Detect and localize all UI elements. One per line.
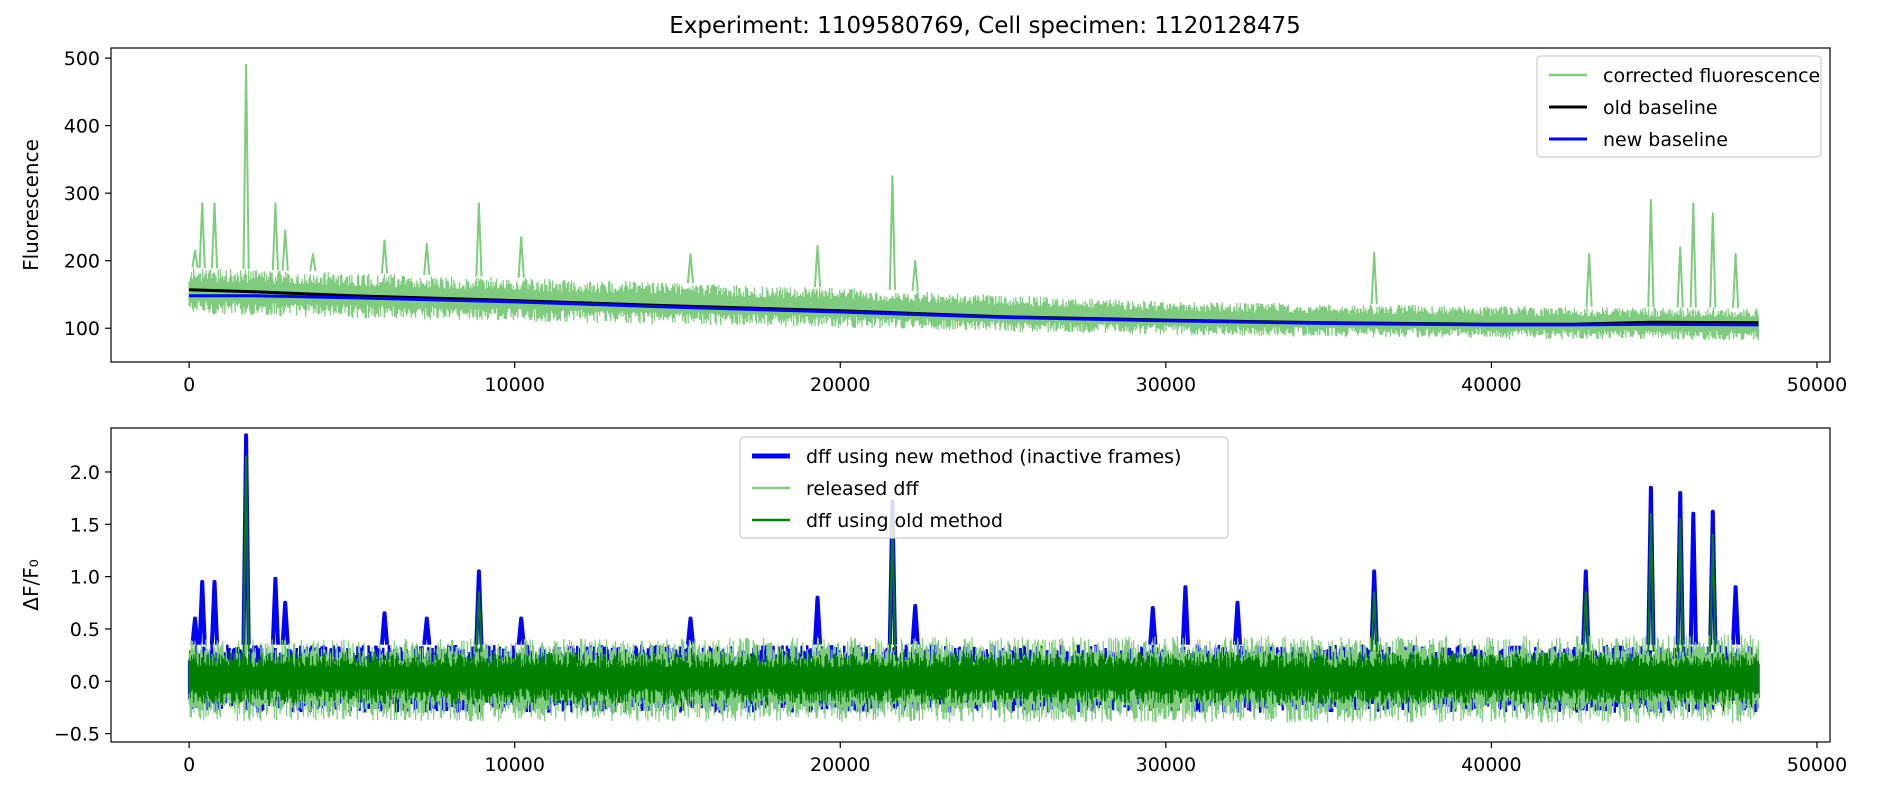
peak-6 xyxy=(475,591,483,653)
x-tick-label: 10000 xyxy=(484,754,544,776)
series-new-baseline xyxy=(189,294,1759,327)
peak-22 xyxy=(1688,511,1698,645)
peak-11 xyxy=(685,616,696,645)
peak-8 xyxy=(380,239,389,274)
peak-5 xyxy=(1709,533,1717,653)
x-tick-label: 20000 xyxy=(810,754,870,776)
legend-box xyxy=(739,436,1229,539)
y-tick-label: 1.0 xyxy=(70,567,100,589)
series-dff-using-old-method xyxy=(188,455,1759,705)
axes-frame xyxy=(110,47,1831,363)
peak-3 xyxy=(209,579,220,645)
peak-2 xyxy=(198,202,206,268)
x-tick-label: 0 xyxy=(183,754,195,776)
peak-15 xyxy=(1148,606,1158,645)
y-axis-label: ΔF/F₀ xyxy=(19,559,43,610)
peak-20 xyxy=(1689,202,1697,308)
y-tick-label: 100 xyxy=(64,318,100,340)
x-tick-label: 50000 xyxy=(1787,374,1847,396)
peak-22 xyxy=(1732,253,1740,308)
chart-panel-1: 0 10000 20000 30000 40000 50000 100 200 300 400 50… xyxy=(19,47,1847,396)
peak-1 xyxy=(242,455,250,653)
legend: corrected fluorescence old baseline new ba… xyxy=(1536,55,1822,158)
peak-21 xyxy=(1709,212,1717,308)
peak-3 xyxy=(210,202,219,269)
peak-4 xyxy=(242,63,250,270)
y-tick-label: 500 xyxy=(64,48,100,70)
y-axis-label: Fluorescence xyxy=(19,139,43,271)
peak-16 xyxy=(1370,251,1378,305)
chart-panel-2: 0 10000 20000 30000 40000 50000 −0.5 0.0 0.5 1.0 1… xyxy=(19,427,1847,776)
peak-14 xyxy=(888,175,896,290)
peak-1 xyxy=(190,616,200,645)
peak-3 xyxy=(1647,512,1655,653)
peak-12 xyxy=(686,253,695,284)
legend-label: dff using new method (inactive frames) xyxy=(806,446,1181,468)
peak-2 xyxy=(197,579,207,645)
y-tick-label: 0.0 xyxy=(70,671,100,693)
x-tick-label: 10000 xyxy=(484,374,544,396)
peak-10 xyxy=(475,202,483,277)
chart-panels: 0 10000 20000 30000 40000 50000 100 200 300 400 50… xyxy=(19,47,1847,776)
series-line xyxy=(189,294,1759,327)
x-tick-label: 50000 xyxy=(1787,754,1847,776)
peak-24 xyxy=(1731,585,1741,645)
peak-18 xyxy=(1647,198,1655,308)
x-tick-label: 30000 xyxy=(1136,374,1196,396)
x-tick-label: 30000 xyxy=(1136,754,1196,776)
peak-7 xyxy=(379,611,390,645)
peak-19 xyxy=(1676,246,1684,308)
legend-label: released dff xyxy=(806,478,919,500)
peak-10 xyxy=(516,616,526,645)
x-tick-label: 40000 xyxy=(1461,754,1521,776)
peak-4 xyxy=(1676,518,1684,653)
x-tick-label: 0 xyxy=(183,374,195,396)
y-tick-label: 200 xyxy=(64,251,100,273)
peak-17 xyxy=(1232,600,1243,645)
peak-6 xyxy=(280,600,290,645)
peak-12 xyxy=(812,595,823,645)
peak-5 xyxy=(270,576,280,645)
legend: dff using new method (inactive frames) re… xyxy=(739,436,1229,539)
peak-7 xyxy=(309,253,317,272)
legend-box xyxy=(1536,55,1822,158)
peak-17 xyxy=(1585,253,1593,307)
series-trace xyxy=(188,651,1759,705)
y-tick-label: 1.5 xyxy=(70,514,100,536)
legend-label: old baseline xyxy=(1603,97,1718,119)
x-tick-label: 20000 xyxy=(810,374,870,396)
peak-8 xyxy=(422,616,432,645)
figure-title: Experiment: 1109580769, Cell specimen: 1… xyxy=(669,13,1301,39)
plot-area xyxy=(188,63,1759,341)
plot-area xyxy=(187,433,1760,724)
x-tick-label: 40000 xyxy=(1461,374,1521,396)
peak-15 xyxy=(911,259,919,291)
peak-7 xyxy=(1370,591,1378,653)
legend-label: corrected fluorescence xyxy=(1603,65,1820,87)
peak-6 xyxy=(281,229,289,271)
peak-8 xyxy=(1582,591,1590,653)
axes-frame xyxy=(110,427,1831,743)
y-tick-label: 0.5 xyxy=(70,619,100,641)
peak-1 xyxy=(191,249,199,268)
peak-13 xyxy=(813,244,822,288)
y-tick-label: 300 xyxy=(64,183,100,205)
legend-label: new baseline xyxy=(1603,129,1728,151)
y-tick-label: 2.0 xyxy=(70,462,100,484)
y-tick-label: 400 xyxy=(64,116,100,138)
peak-9 xyxy=(423,242,431,275)
peak-16 xyxy=(1180,585,1190,645)
peak-14 xyxy=(910,603,920,645)
y-tick-label: −0.5 xyxy=(54,724,100,746)
peak-11 xyxy=(517,236,525,278)
legend-label: dff using old method xyxy=(806,510,1003,532)
peak-5 xyxy=(271,202,279,271)
